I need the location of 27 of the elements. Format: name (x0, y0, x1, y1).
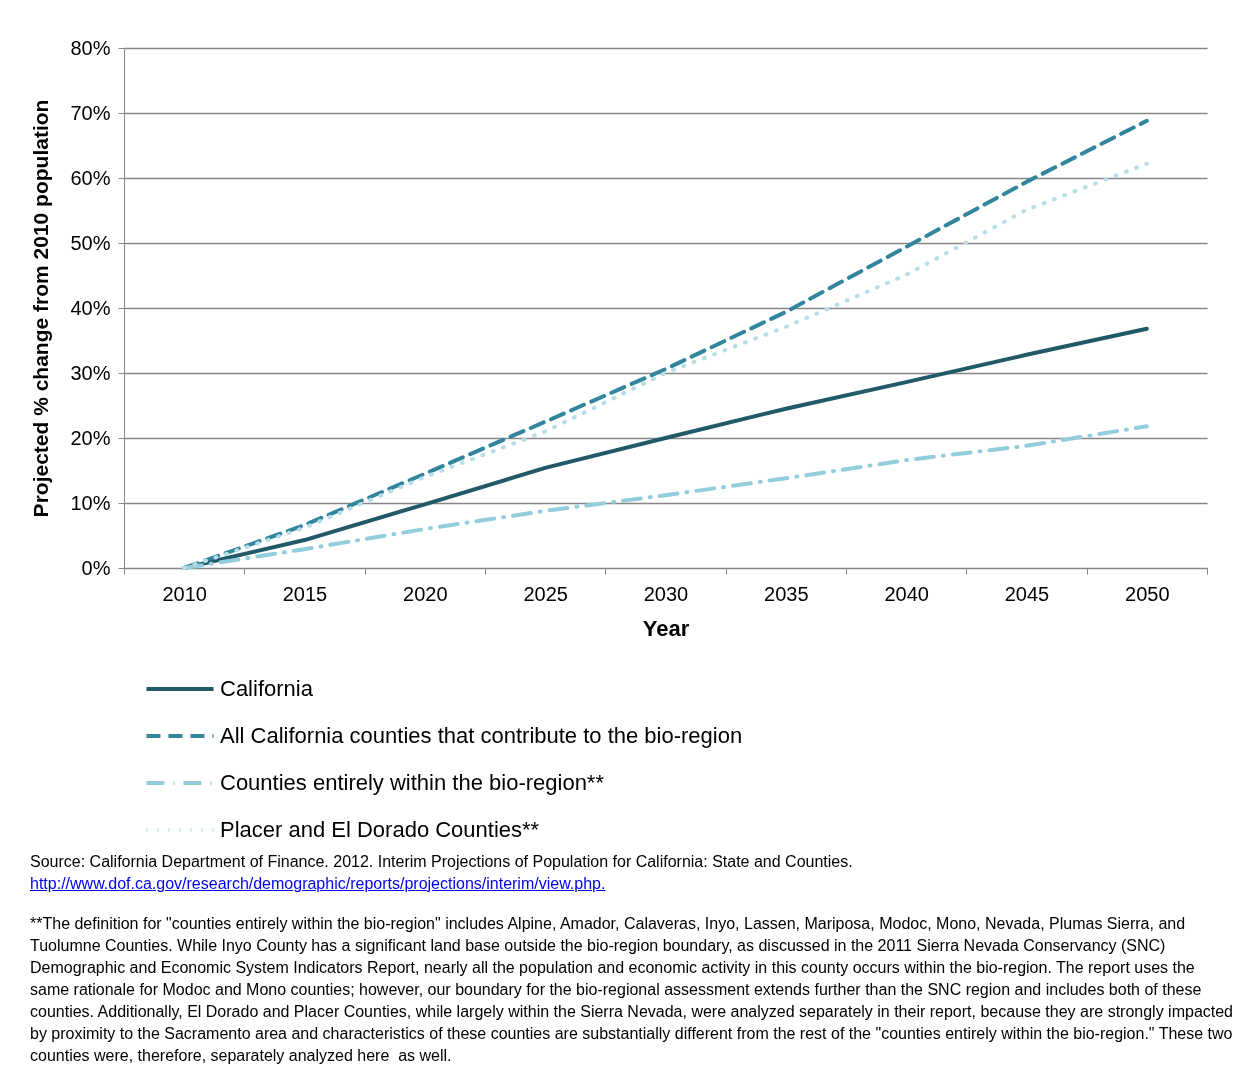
y-tick-label: 0% (81, 556, 111, 579)
x-tick-label: 2040 (884, 582, 929, 605)
x-tick-label: 2045 (1004, 582, 1050, 605)
source-note: Source: California Department of Finance. 2012. Interim Projections of Population for California: State and Counties. (30, 853, 853, 870)
x-tick-label: 2020 (403, 582, 448, 605)
y-tick-label: 20% (70, 426, 111, 449)
x-tick-label: 2030 (643, 582, 689, 605)
x-tick-label: 2035 (764, 582, 809, 605)
y-axis-title: Projected % change from 2010 population (29, 99, 53, 518)
y-tick-label: 80% (70, 36, 111, 59)
legend-label: Counties entirely within the bio-region** (220, 770, 605, 795)
y-tick-label: 10% (70, 491, 111, 514)
x-tick-label: 2050 (1125, 582, 1170, 605)
x-tick-label: 2015 (282, 582, 328, 605)
y-tick-label: 70% (70, 101, 111, 124)
legend-label: Placer and El Dorado Counties** (220, 817, 540, 842)
text: **The definition for "counties entirely within the bio-region" includes Alpine, Amador, Calaveras, Inyo, Lassen, Mariposa, Modoc, Mono, Nevada, Plumas Sierra, and Tuolumne Counties. While Inyo County has a significant land base outside the bio-region boundary, as discussed in the 2011 Sierra Nevada Conservancy (SNC) Demographic and Economic System Indicators Report, nearly all the population and economic activity in this county occurs within the bio-region. The report uses the same rationale for Modoc and Mono counties; however, our boundary for the bio-regional assessment extends further than the SNC region and includes both of these counties. Additionally, El Dorado and Placer Counties, while largely within the Sierra Nevada, were analyzed separately in their report, because they are strongly impacted by proximity to the Sacramento area and characteristics of these counties are substantially different from the rest of the "counties entirely within the bio-region." These two counties were, therefore, separately analyzed here as well. (30, 914, 1234, 1066)
y-tick-label: 50% (70, 231, 111, 254)
text: http://www.dof.ca.gov/research/demographic/reports/projections/interim/view.php. (30, 875, 606, 892)
y-tick-label: 40% (70, 296, 111, 319)
x-tick-label: 2010 (162, 582, 207, 605)
x-tick-label: 2025 (523, 582, 568, 605)
legend-label: California (220, 676, 314, 701)
legend-label: All California counties that contribute to the bio-region (220, 723, 743, 748)
y-tick-label: 60% (70, 166, 111, 189)
x-axis-title: Year (642, 615, 690, 641)
y-tick-label: 30% (70, 361, 111, 384)
